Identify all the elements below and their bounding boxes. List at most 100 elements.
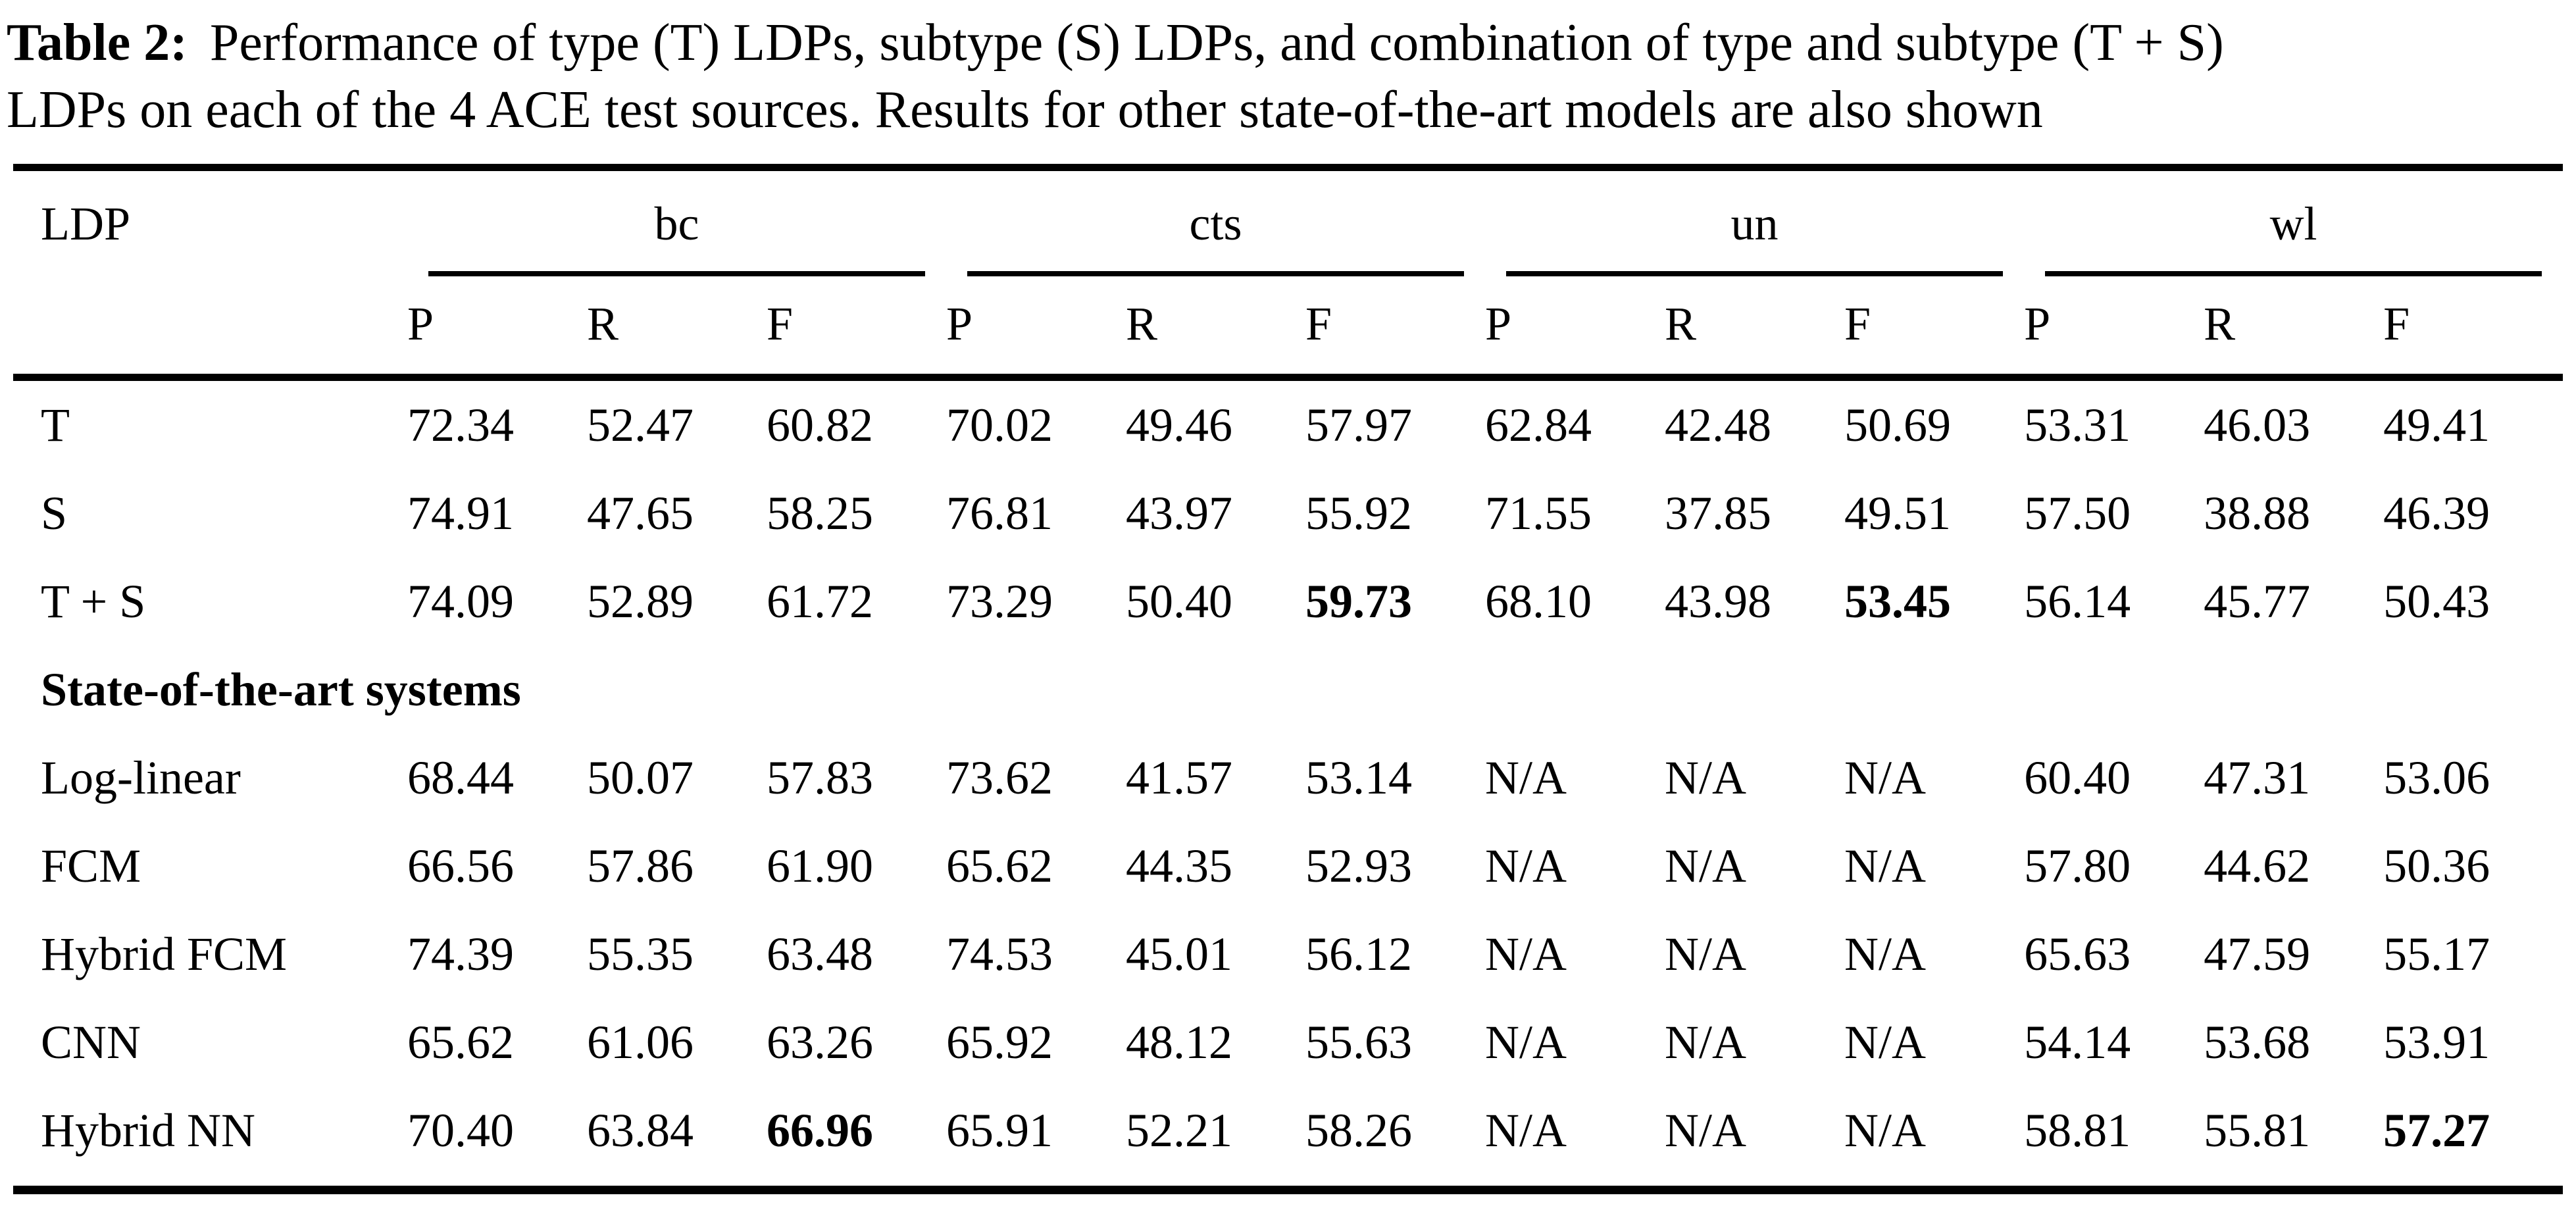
metric-cell: 47.65 [587, 486, 694, 540]
caption-label: Table 2: [7, 14, 188, 72]
metric-cell: 50.36 [2383, 839, 2490, 892]
metric-cell: 55.17 [2383, 927, 2490, 980]
metric-cell: 56.14 [2024, 574, 2131, 628]
metric-cell: 65.62 [407, 1015, 514, 1069]
section-header: State-of-the-art systems [41, 663, 521, 716]
ldp-header: LDP [41, 197, 131, 250]
metric-cell: 55.35 [587, 927, 694, 980]
metric-cell: 74.91 [407, 486, 514, 540]
subheader-p: P [2024, 276, 2204, 381]
page: { "caption": { "label": "Table 2:", "lin… [0, 9, 2576, 1212]
metric-cell: 41.57 [1126, 751, 1233, 804]
metric-cell: 74.39 [407, 927, 514, 980]
metric-cell: 71.55 [1485, 486, 1592, 540]
metric-cell: N/A [1665, 927, 1747, 980]
metric-cell: 74.09 [407, 574, 514, 628]
row-label: Log-linear [41, 751, 241, 804]
metric-cell: 65.63 [2024, 927, 2131, 980]
metric-cell: 50.69 [1844, 398, 1952, 451]
section-row: State-of-the-art systems [13, 645, 2563, 734]
metric-cell: 42.48 [1665, 398, 1772, 451]
metric-cell: 43.98 [1665, 574, 1772, 628]
metric-cell: 45.77 [2204, 574, 2311, 628]
metric-cell: 55.92 [1305, 486, 1413, 540]
metric-cell: 46.03 [2204, 398, 2311, 451]
metric-cell: 53.06 [2383, 751, 2490, 804]
metric-cell: 44.62 [2204, 839, 2311, 892]
metric-cell: 50.07 [587, 751, 694, 804]
metric-cell: 45.01 [1126, 927, 1233, 980]
subheader-p: P [1485, 276, 1665, 381]
metric-cell: 47.31 [2204, 751, 2311, 804]
subheader-p: P [407, 276, 587, 381]
metric-cell: 47.59 [2204, 927, 2311, 980]
metric-cell: 63.26 [767, 1015, 873, 1069]
subheader-r: R [2204, 276, 2384, 381]
row-label: Hybrid NN [13, 1086, 407, 1194]
group-header-cts: cts [946, 167, 1485, 276]
metric-cell: 68.10 [1485, 574, 1592, 628]
metric-cell: 55.63 [1305, 1015, 1413, 1069]
group-label-cts: cts [967, 200, 1465, 276]
metric-cell: 49.51 [1844, 486, 1952, 540]
metric-cell: 53.45 [1844, 574, 1952, 628]
metric-cell: 53.31 [2024, 398, 2131, 451]
row-label: T + S [41, 574, 146, 628]
caption-line2: LDPs on each of the 4 ACE test sources. … [7, 81, 2043, 139]
metric-cell: 46.39 [2383, 486, 2490, 540]
metric-cell: 49.46 [1126, 398, 1233, 451]
metric-cell: 58.25 [767, 486, 873, 540]
metric-cell: N/A [1485, 1086, 1665, 1194]
metric-cell: 70.40 [407, 1086, 587, 1194]
metric-cell: 52.89 [587, 574, 694, 628]
metric-cell: N/A [1844, 1015, 1927, 1069]
metric-cell: 57.97 [1305, 398, 1413, 451]
group-label-bc: bc [428, 200, 926, 276]
table-row: CNN 65.62 61.06 63.26 65.92 48.12 55.63 N/A N/A N… [13, 998, 2563, 1086]
group-label-un: un [1506, 200, 2004, 276]
caption-line1: Performance of type (T) LDPs, subtype (S… [209, 14, 2224, 72]
metric-cell: N/A [1844, 839, 1927, 892]
metric-cell: 59.73 [1305, 574, 1413, 628]
metric-cell: N/A [1665, 839, 1747, 892]
group-label-wl: wl [2045, 200, 2542, 276]
row-label: Hybrid FCM [41, 927, 288, 980]
table-row: T 72.34 52.47 60.82 70.02 49.46 57.97 62.84 42.4… [13, 377, 2563, 469]
table-row: Log-linear 68.44 50.07 57.83 73.62 41.57 53.14… [13, 734, 2563, 822]
metric-cell: 60.82 [767, 398, 873, 451]
metric-cell: N/A [1665, 1086, 1845, 1194]
metric-cell: 55.81 [2204, 1086, 2384, 1194]
metric-cell: 66.56 [407, 839, 514, 892]
table-row: S 74.91 47.65 58.25 76.81 43.97 55.92 71.55 37.8… [13, 469, 2563, 557]
results-table: LDP bc cts un wl P R F P R F P R F [13, 163, 2563, 1194]
metric-cell: 57.80 [2024, 839, 2131, 892]
header-sub-row: P R F P R F P R F P R F [13, 276, 2563, 381]
metric-cell: N/A [1844, 751, 1927, 804]
table-row: Hybrid NN 70.40 63.84 66.96 65.91 52.21 58.26 N… [13, 1086, 2563, 1194]
table-row: FCM 66.56 57.86 61.90 65.62 44.35 52.93 N/A N/A N… [13, 822, 2563, 910]
metric-cell: 73.62 [946, 751, 1053, 804]
row-label: T [41, 398, 70, 451]
metric-cell: 70.02 [946, 398, 1053, 451]
metric-cell: 65.92 [946, 1015, 1053, 1069]
metric-cell: 65.62 [946, 839, 1053, 892]
subheader-f: F [2383, 276, 2563, 381]
metric-cell: N/A [1485, 1015, 1567, 1069]
header-group-row: LDP bc cts un wl [13, 167, 2563, 276]
metric-cell: 61.90 [767, 839, 873, 892]
metric-cell: N/A [1485, 839, 1567, 892]
group-header-un: un [1485, 167, 2024, 276]
metric-cell: 57.50 [2024, 486, 2131, 540]
metric-cell: 56.12 [1305, 927, 1413, 980]
metric-cell: 61.72 [767, 574, 873, 628]
metric-cell: 58.26 [1305, 1086, 1486, 1194]
row-label: FCM [41, 839, 141, 892]
metric-cell: 44.35 [1126, 839, 1233, 892]
metric-cell: 54.14 [2024, 1015, 2131, 1069]
metric-cell: 43.97 [1126, 486, 1233, 540]
metric-cell: 61.06 [587, 1015, 694, 1069]
metric-cell: 57.83 [767, 751, 873, 804]
metric-cell: N/A [1665, 751, 1747, 804]
metric-cell: 38.88 [2204, 486, 2311, 540]
metric-cell: 48.12 [1126, 1015, 1233, 1069]
